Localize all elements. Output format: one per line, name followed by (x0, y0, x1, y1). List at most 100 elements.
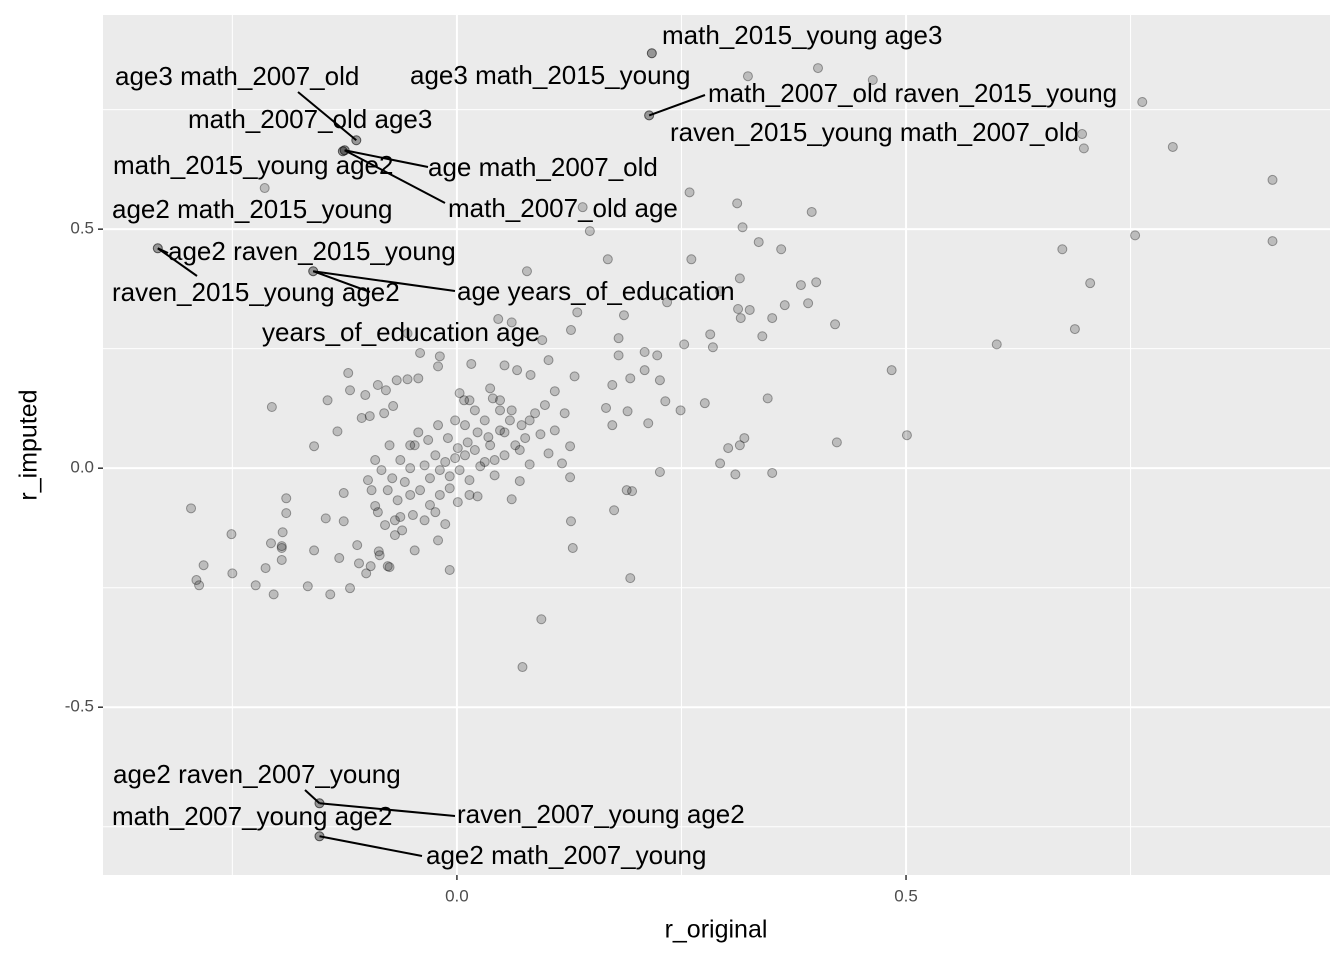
point (365, 561, 376, 572)
point (699, 398, 710, 409)
point (281, 508, 292, 519)
point (521, 266, 532, 277)
point (654, 375, 665, 386)
point (495, 395, 506, 406)
point (472, 491, 483, 502)
point (483, 432, 494, 443)
point (266, 401, 277, 412)
point (735, 313, 746, 324)
panel (103, 15, 1330, 875)
point (675, 405, 686, 416)
point (867, 75, 878, 86)
point (392, 495, 403, 506)
point (409, 440, 420, 451)
point (387, 473, 398, 484)
point (742, 71, 753, 82)
point (512, 365, 523, 376)
point (356, 412, 367, 423)
point (434, 465, 445, 476)
point (739, 433, 750, 444)
point (485, 383, 496, 394)
point (409, 545, 420, 556)
point (506, 405, 517, 416)
point (565, 441, 576, 452)
annotated-point (646, 48, 657, 59)
point (559, 408, 570, 419)
point (194, 580, 205, 591)
point (514, 476, 525, 487)
point-label: math_2007_young age2 (112, 801, 392, 831)
point (366, 485, 377, 496)
point (730, 469, 741, 480)
point (388, 401, 399, 412)
point (433, 535, 444, 546)
point (705, 329, 716, 340)
point (607, 420, 618, 431)
point (373, 546, 384, 557)
point (1077, 129, 1088, 140)
label-segment (648, 94, 706, 117)
point (495, 425, 506, 436)
point (543, 448, 554, 459)
point (504, 415, 515, 426)
point-label: raven_2007_young age2 (457, 799, 745, 829)
point (886, 365, 897, 376)
point (343, 368, 354, 379)
point (338, 488, 349, 499)
point (320, 513, 331, 524)
point-label: age2 math_2007_young (426, 840, 706, 870)
point (643, 418, 654, 429)
point (506, 494, 517, 505)
point-label: age2 math_2015_young (112, 194, 392, 224)
point (413, 373, 424, 384)
point (462, 437, 473, 448)
point (419, 460, 430, 471)
point (525, 369, 536, 380)
point (901, 430, 912, 441)
point (440, 456, 451, 467)
point (549, 386, 560, 397)
point (489, 470, 500, 481)
point (489, 455, 500, 466)
point (362, 475, 373, 486)
label-segment (344, 149, 429, 168)
annotated-point (644, 110, 655, 121)
point (276, 541, 287, 552)
point (402, 374, 413, 385)
point-label: age2 raven_2015_young (168, 236, 456, 266)
point (434, 351, 445, 362)
point (430, 507, 441, 518)
point (493, 314, 504, 325)
point (415, 485, 426, 496)
point (352, 540, 363, 551)
point-label: math_2007_old age3 (188, 104, 432, 134)
point (384, 562, 395, 573)
point (679, 339, 690, 350)
point (430, 450, 441, 461)
point (1267, 236, 1278, 247)
point (464, 475, 475, 486)
point (625, 373, 636, 384)
point (459, 420, 470, 431)
point (334, 553, 345, 564)
point (715, 458, 726, 469)
point (475, 461, 486, 472)
point (415, 347, 426, 358)
point (186, 503, 197, 514)
point (389, 530, 400, 541)
point (831, 437, 842, 448)
point (424, 473, 435, 484)
point (1069, 324, 1080, 335)
point (391, 375, 402, 386)
point (733, 303, 744, 314)
point (459, 395, 470, 406)
point (684, 187, 695, 198)
point (370, 455, 381, 466)
point (325, 589, 336, 600)
point (382, 485, 393, 496)
point (450, 453, 461, 464)
y-tick-label: -0.5 (65, 697, 94, 716)
point (662, 297, 673, 308)
point (707, 342, 718, 353)
point (584, 226, 595, 237)
